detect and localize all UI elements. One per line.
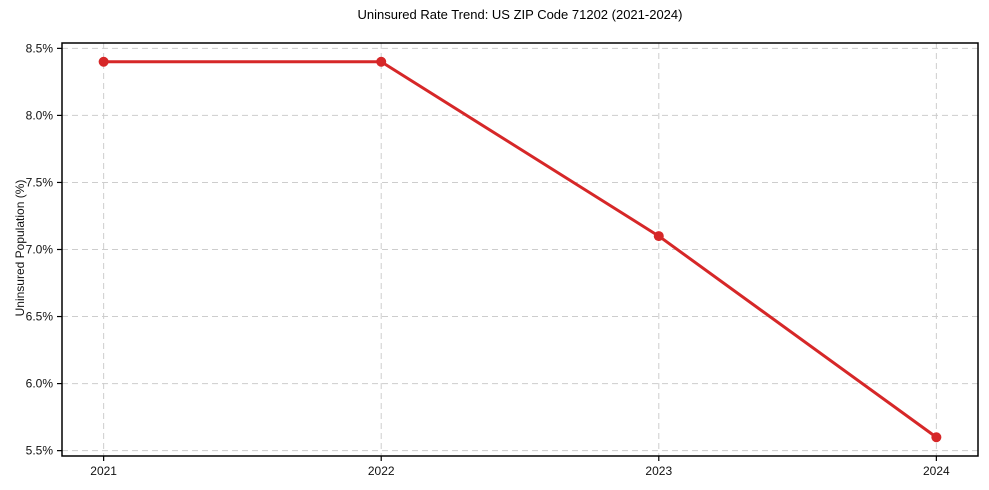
- data-point-marker: [98, 56, 109, 67]
- chart-title: Uninsured Rate Trend: US ZIP Code 71202 …: [357, 7, 683, 22]
- data-point-marker: [376, 56, 387, 67]
- x-tick-label: 2021: [90, 464, 117, 478]
- y-tick-label: 6.0%: [26, 377, 54, 391]
- data-point-marker: [931, 432, 942, 443]
- data-point-marker: [653, 231, 664, 242]
- x-tick-label: 2024: [923, 464, 950, 478]
- y-tick-label: 7.0%: [26, 243, 54, 257]
- y-tick-label: 8.5%: [26, 41, 54, 55]
- plot-border: [61, 42, 979, 457]
- y-tick-label: 8.0%: [26, 108, 54, 122]
- x-tick-label: 2023: [645, 464, 672, 478]
- y-tick-label: 7.5%: [26, 175, 54, 189]
- x-tick-label: 2022: [368, 464, 395, 478]
- trend-line: [102, 60, 938, 439]
- y-tick-label: 5.5%: [26, 444, 54, 458]
- y-tick-label: 6.5%: [26, 310, 54, 324]
